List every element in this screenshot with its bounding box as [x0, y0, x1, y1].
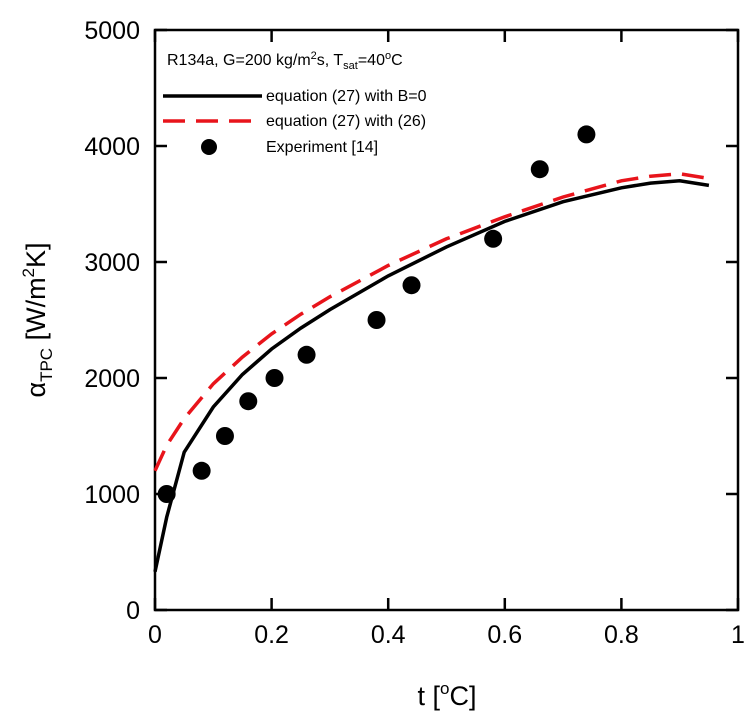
legend-label-marker: Experiment [14] — [266, 139, 378, 156]
legend-label-dashed: equation (27) with (26) — [266, 113, 426, 130]
y-tick-label: 2000 — [84, 365, 140, 393]
experiment-point — [215, 427, 234, 445]
experiment-point — [192, 461, 211, 480]
experiment-point — [402, 276, 421, 295]
experiment-point — [484, 229, 503, 248]
series-line-eq27-b0 — [153, 179, 710, 573]
legend-swatch-marker — [201, 139, 217, 155]
x-tick-label: 0.6 — [487, 621, 522, 649]
x-tick-labels: 0 0.2 0.4 0.6 0.8 1 — [148, 621, 745, 649]
plot-frame — [153, 28, 740, 612]
x-tick-label: 0.8 — [604, 621, 639, 649]
y-tick-label: 5000 — [84, 17, 140, 45]
experiment-point — [577, 125, 596, 144]
tick-marks — [153, 28, 740, 612]
experiment-point — [297, 345, 316, 364]
experiment-point — [157, 485, 176, 503]
legend-label-solid: equation (27) with B=0 — [266, 88, 427, 105]
experiment-point — [530, 160, 549, 179]
experiment-markers — [157, 125, 596, 503]
x-tick-label: 0.2 — [254, 621, 289, 649]
x-tick-label: 0 — [148, 621, 162, 649]
chart-annotation: R134a, G=200 kg/m2s, Tsat=40oC — [167, 50, 403, 72]
x-axis-title: t [oC] — [418, 679, 477, 711]
experiment-point — [367, 311, 386, 329]
experiment-point — [239, 392, 258, 411]
x-tick-label: 1 — [731, 621, 745, 649]
experiment-point — [265, 369, 284, 387]
y-axis-title: αTPC [W/m2K] — [19, 242, 56, 397]
y-tick-label: 0 — [126, 597, 140, 625]
y-tick-label: 1000 — [84, 481, 140, 509]
y-tick-label: 3000 — [84, 249, 140, 277]
x-tick-label: 0.4 — [371, 621, 406, 649]
y-tick-labels: 0 1000 2000 3000 4000 5000 — [84, 17, 140, 625]
legend: equation (27) with B=0 equation (27) wit… — [163, 88, 427, 156]
series-line-eq27-26 — [153, 172, 710, 472]
y-tick-label: 4000 — [84, 133, 140, 161]
